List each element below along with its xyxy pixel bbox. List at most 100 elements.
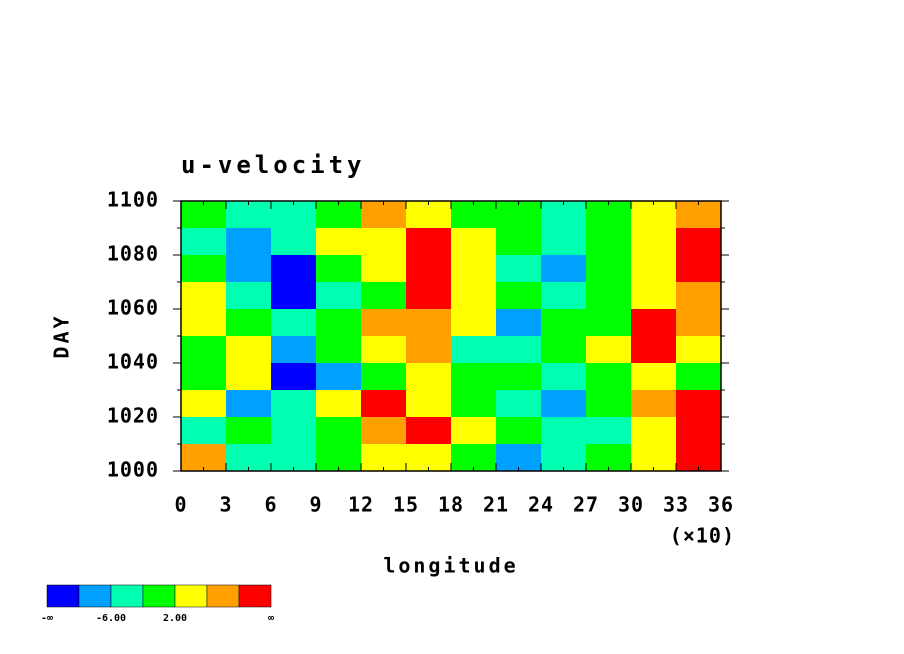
- colorbar-swatch: [206, 584, 240, 608]
- field-cell: [451, 201, 497, 229]
- field-cell: [586, 309, 632, 337]
- field-cell: [496, 282, 542, 310]
- field-cell: [676, 390, 722, 418]
- field-cell: [451, 336, 497, 364]
- field-cell: [586, 336, 632, 364]
- x-tick-label: 9: [309, 493, 322, 517]
- field-cell: [586, 282, 632, 310]
- field-cell: [541, 309, 587, 337]
- field-cell: [181, 390, 227, 418]
- y-tick-label: 1040: [107, 350, 159, 374]
- field-cell: [451, 417, 497, 445]
- field-cell: [496, 444, 542, 472]
- colorbar-swatch: [78, 584, 112, 608]
- field-cell: [226, 201, 272, 229]
- field-cell: [631, 255, 677, 283]
- field-cell: [451, 282, 497, 310]
- field-cell: [541, 255, 587, 283]
- field-cell: [181, 444, 227, 472]
- colorbar-swatch: [142, 584, 176, 608]
- field-cell: [541, 363, 587, 391]
- field-cell: [406, 336, 452, 364]
- field-cell: [361, 363, 407, 391]
- field-cell: [406, 228, 452, 256]
- field-cell: [316, 444, 362, 472]
- y-tick-label: 1080: [107, 242, 159, 266]
- field-cell: [361, 390, 407, 418]
- field-cell: [496, 390, 542, 418]
- field-cell: [496, 228, 542, 256]
- colorbar-swatch: [46, 584, 80, 608]
- x-axis-label: longitude: [383, 554, 518, 578]
- colorbar-label: 2.00: [163, 613, 187, 624]
- field-cell: [226, 390, 272, 418]
- field-cell: [586, 444, 632, 472]
- field-cell: [361, 336, 407, 364]
- field-cell: [316, 336, 362, 364]
- x-tick-label: 36: [708, 493, 734, 517]
- field-cell: [676, 444, 722, 472]
- field-cell: [586, 201, 632, 229]
- field-cell: [181, 255, 227, 283]
- field-cell: [181, 336, 227, 364]
- field-cell: [676, 201, 722, 229]
- field-cell: [406, 255, 452, 283]
- chart-title: u-velocity: [181, 151, 366, 179]
- field-cell: [271, 201, 317, 229]
- x-tick-label: 21: [483, 493, 509, 517]
- x-tick-label: 24: [528, 493, 554, 517]
- field-cell: [451, 255, 497, 283]
- field-cell: [361, 228, 407, 256]
- field-cell: [541, 390, 587, 418]
- field-cell: [676, 309, 722, 337]
- field-cell: [316, 363, 362, 391]
- field-cell: [631, 363, 677, 391]
- x-tick-label: 6: [264, 493, 277, 517]
- field-cell: [181, 282, 227, 310]
- field-cell: [631, 444, 677, 472]
- field-cell: [181, 228, 227, 256]
- field-cell: [541, 444, 587, 472]
- field-cell: [676, 336, 722, 364]
- field-cell: [271, 282, 317, 310]
- field-cell: [316, 228, 362, 256]
- field-cell: [496, 255, 542, 283]
- field-cell: [316, 309, 362, 337]
- field-cell: [541, 417, 587, 445]
- field-cell: [496, 336, 542, 364]
- field-cell: [586, 363, 632, 391]
- field-cell: [361, 282, 407, 310]
- field-cell: [586, 417, 632, 445]
- field-cell: [271, 390, 317, 418]
- colorbar-label: -∞: [41, 613, 53, 624]
- colorbar-swatch: [238, 584, 272, 608]
- field-cell: [676, 363, 722, 391]
- x-tick-label: 0: [174, 493, 187, 517]
- x-tick-label: 15: [393, 493, 419, 517]
- field-cell: [451, 309, 497, 337]
- field-cell: [316, 390, 362, 418]
- field-cell: [586, 228, 632, 256]
- field-cell: [361, 201, 407, 229]
- field-cell: [361, 444, 407, 472]
- field-cell: [541, 201, 587, 229]
- field-cell: [271, 228, 317, 256]
- field-cell: [451, 228, 497, 256]
- field-cell: [541, 228, 587, 256]
- field-cell: [406, 309, 452, 337]
- field-cell: [496, 309, 542, 337]
- field-cell: [406, 444, 452, 472]
- field-cell: [181, 201, 227, 229]
- field-cell: [316, 255, 362, 283]
- field-cell: [361, 417, 407, 445]
- colorbar-label: ∞: [268, 613, 274, 624]
- y-tick-label: 1020: [107, 404, 159, 428]
- field-cell: [541, 282, 587, 310]
- field-cell: [406, 390, 452, 418]
- field-cell: [271, 444, 317, 472]
- field-cell: [361, 309, 407, 337]
- field-cell: [631, 336, 677, 364]
- y-axis-label: DAY: [50, 313, 74, 358]
- y-tick-label: 1000: [107, 458, 159, 482]
